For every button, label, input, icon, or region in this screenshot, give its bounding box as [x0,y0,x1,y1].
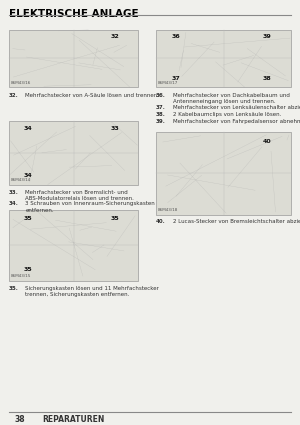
Text: 33: 33 [110,126,119,131]
Text: 38: 38 [262,76,271,81]
Text: Mehrfachstecker von Fahrpedalsensor abnehmen.: Mehrfachstecker von Fahrpedalsensor abne… [172,119,300,124]
Text: 2 Kabelbaumclips von Lenksäule lösen.: 2 Kabelbaumclips von Lenksäule lösen. [172,112,281,117]
Text: 37.: 37. [156,105,166,111]
Text: 40.: 40. [156,219,166,224]
Text: 34: 34 [24,126,33,131]
Text: 86M43/14: 86M43/14 [11,178,31,182]
Text: 32: 32 [110,34,119,39]
Text: ELEKTRISCHE ANLAGE: ELEKTRISCHE ANLAGE [9,9,139,20]
Text: 33.: 33. [9,190,19,195]
Text: 3 Schrauben von Innenraum-Sicherungskasten
entfernen.: 3 Schrauben von Innenraum-Sicherungskast… [26,201,155,212]
Text: 86M43/16: 86M43/16 [11,81,31,85]
Text: 37: 37 [172,76,181,81]
Text: 35: 35 [110,216,119,221]
FancyBboxPatch shape [9,210,138,280]
Text: 2 Lucas-Stecker von Bremsleichtschalter abziehen.: 2 Lucas-Stecker von Bremsleichtschalter … [172,219,300,224]
Text: 86M43/15: 86M43/15 [11,274,31,278]
Text: 36.: 36. [156,93,166,98]
Text: Mehrfachstecker von Bremslicht- und
ABS-Modulatorrelais lösen und trennen.: Mehrfachstecker von Bremslicht- und ABS-… [26,190,134,201]
Text: Sicherungskasten lösen und 11 Mehrfachstecker
trennen, Sicherungskasten entferne: Sicherungskasten lösen und 11 Mehrfachst… [26,286,159,297]
Text: 32.: 32. [9,93,19,98]
Text: 38: 38 [15,415,26,424]
FancyBboxPatch shape [156,30,291,87]
Text: REPARATUREN: REPARATUREN [42,415,104,424]
Text: 35.: 35. [9,286,19,291]
Text: 36: 36 [172,34,181,39]
Text: Mehrfachstecker von Dachkabelbaum und
Antenneneingang lösen und trennen.: Mehrfachstecker von Dachkabelbaum und An… [172,93,290,104]
Text: 86M43/17: 86M43/17 [158,81,178,85]
Text: 39.: 39. [156,119,166,124]
Text: Mehrfachstecker von Lenksäulenschalter abziehen.: Mehrfachstecker von Lenksäulenschalter a… [172,105,300,111]
Text: 40: 40 [262,139,271,144]
Text: 86M43/18: 86M43/18 [158,208,178,212]
FancyBboxPatch shape [9,30,138,87]
Text: 35: 35 [24,267,33,272]
Text: 35: 35 [24,216,33,221]
FancyBboxPatch shape [9,121,138,185]
Text: 39: 39 [262,34,271,39]
Text: 34: 34 [24,173,33,178]
FancyBboxPatch shape [156,132,291,215]
Text: Mehrfachstecker von A-Säule lösen und trennen.: Mehrfachstecker von A-Säule lösen und tr… [26,93,160,98]
Text: 34.: 34. [9,201,19,207]
Text: 38.: 38. [156,112,166,117]
